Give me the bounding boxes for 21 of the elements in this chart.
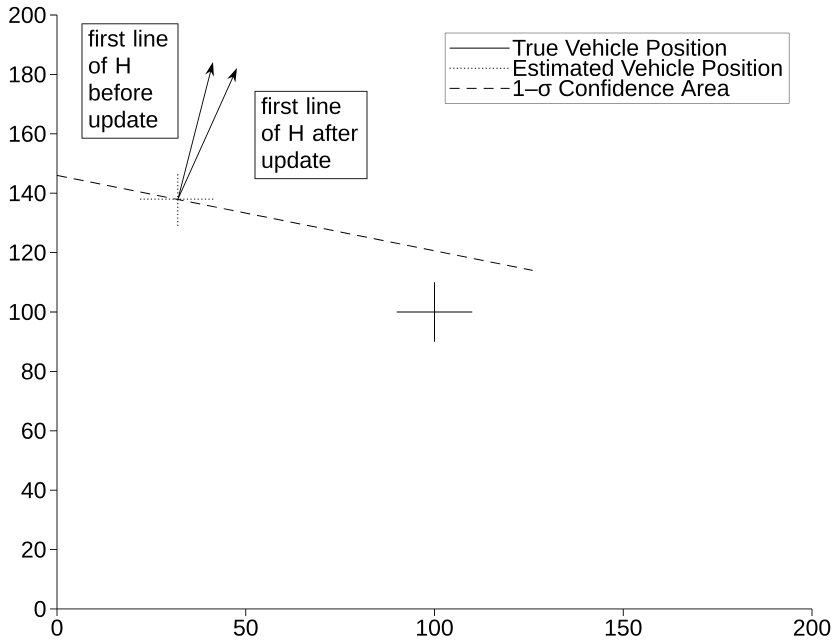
legend-label: Estimated Vehicle Position [514, 59, 782, 76]
x-tick-label: 50 [234, 620, 258, 636]
annotation: first line of H after update [261, 97, 358, 173]
x-tick-label: 200 [794, 620, 830, 636]
y-tick-label: 120 [10, 244, 46, 261]
y-tick-label: 200 [9, 6, 46, 24]
x-tick-label: 150 [606, 620, 642, 636]
y-tick-label: 20 [22, 541, 46, 558]
x-tick-label: 0 [52, 620, 63, 636]
legend-label: 1–σ Confidence Area [514, 79, 730, 96]
y-tick-label: 60 [22, 422, 46, 439]
y-tick-label: 180 [10, 66, 46, 83]
annotation: first line of H before update [88, 30, 168, 132]
y-tick-label: 160 [10, 126, 46, 142]
y-tick-label: 100 [10, 304, 46, 320]
x-tick-label: 100 [417, 620, 453, 636]
legend-label: True Vehicle Position [512, 39, 726, 56]
y-tick-label: 40 [21, 482, 46, 498]
y-tick-label: 80 [22, 363, 46, 380]
y-tick-label: 140 [10, 185, 46, 202]
y-tick-label: 0 [34, 600, 46, 618]
